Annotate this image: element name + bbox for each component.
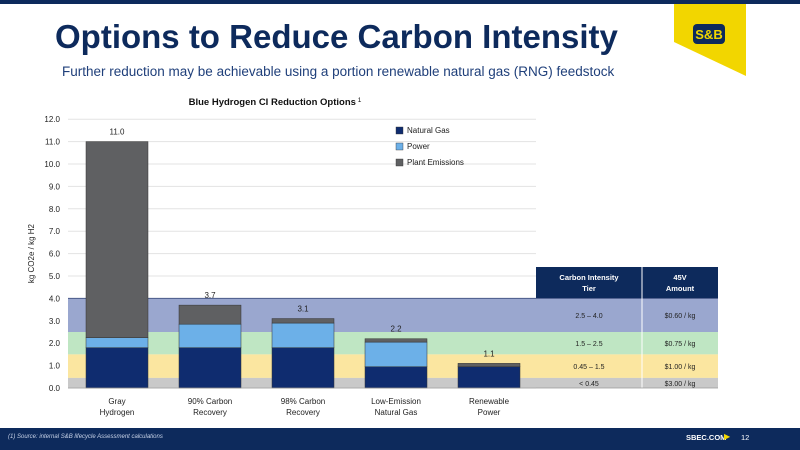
y-tick-label: 3.0	[49, 317, 61, 326]
footer-url[interactable]: SBEC.COM	[686, 433, 727, 442]
y-tick-label: 8.0	[49, 205, 61, 214]
y-tick-label: 9.0	[49, 182, 61, 191]
x-category-label: Gray	[108, 397, 125, 406]
legend-swatch	[395, 126, 404, 135]
x-category-label: Recovery	[193, 408, 227, 417]
y-tick-label: 10.0	[44, 160, 60, 169]
logo-text: S&B	[695, 27, 722, 42]
legend-label: Plant Emissions	[407, 158, 464, 167]
y-axis-label: kg CO2e / kg H2	[27, 223, 36, 283]
x-category-label: 98% Carbon	[281, 397, 325, 406]
x-category-label: Natural Gas	[375, 408, 418, 417]
company-logo: S&B	[674, 4, 746, 76]
tier-header-label: Amount	[666, 284, 695, 293]
tier-amount: $0.75 / kg	[665, 341, 696, 348]
x-category-label: Renewable	[469, 397, 510, 406]
footer-bar: (1) Source: internal S&B lifecycle Asses…	[0, 428, 800, 450]
bar-5-plant-emissions	[457, 363, 521, 367]
y-tick-label: 0.0	[49, 384, 61, 393]
bar-4-plant-emissions	[364, 338, 428, 343]
tier-amount: $0.60 / kg	[665, 313, 696, 320]
tier-range: < 0.45	[579, 381, 599, 388]
bar-2-natural-gas	[178, 347, 242, 389]
y-tick-label: 6.0	[49, 250, 61, 259]
tier-table-header	[536, 267, 718, 298]
tier-range: 2.5 – 4.0	[575, 313, 602, 320]
bar-1-plant-emissions	[85, 141, 149, 338]
slide-subtitle: Further reduction may be achievable usin…	[62, 64, 615, 79]
page-number: 12	[741, 433, 750, 442]
x-category-label: Hydrogen	[100, 408, 135, 417]
x-category-label: Low-Emission	[371, 397, 421, 406]
bar-2-power	[178, 323, 242, 348]
bar-3-natural-gas	[271, 347, 335, 389]
bar-1-power	[85, 337, 149, 348]
tier-amount: $3.00 / kg	[665, 381, 696, 388]
legend-swatch	[395, 158, 404, 167]
tier-band-1	[68, 298, 718, 332]
top-accent-bar	[0, 0, 800, 4]
slide-title: Options to Reduce Carbon Intensity	[55, 18, 618, 55]
chart-title: Blue Hydrogen CI Reduction Options 1	[189, 97, 362, 108]
y-tick-label: 7.0	[49, 227, 61, 236]
y-tick-label: 5.0	[49, 272, 61, 281]
bar-4-power	[364, 341, 428, 367]
bar-2-plant-emissions	[178, 304, 242, 325]
bar-total-label: 2.2	[390, 325, 402, 334]
tier-header-label: 45V	[673, 273, 686, 282]
arrow-right-icon: ▶	[724, 432, 731, 441]
y-tick-label: 1.0	[49, 362, 61, 371]
tier-header-label: Tier	[582, 284, 596, 293]
legend-label: Natural Gas	[407, 126, 450, 135]
bar-total-label: 11.0	[110, 128, 126, 137]
y-tick-label: 12.0	[44, 115, 60, 124]
tier-header-label: Carbon Intensity	[559, 273, 619, 282]
tier-amount: $1.00 / kg	[665, 364, 696, 371]
bar-5-natural-gas	[457, 366, 521, 389]
y-tick-label: 4.0	[49, 294, 61, 303]
x-category-label: Recovery	[286, 408, 320, 417]
carbon-intensity-chart: 0.0 1.0 2.0 3.0 4.0 5.0 6.0 7.0 8.0 9.0 10.0 11.0 12…	[27, 97, 718, 417]
bar-total-label: 3.1	[297, 305, 309, 314]
bar-1-natural-gas	[85, 347, 149, 389]
y-tick-label: 2.0	[49, 339, 61, 348]
legend-swatch	[395, 142, 404, 151]
bar-4-natural-gas	[364, 366, 428, 389]
x-category-label: 90% Carbon	[188, 397, 232, 406]
x-category-label: Power	[478, 408, 501, 417]
legend-label: Power	[407, 142, 430, 151]
bar-total-label: 1.1	[483, 349, 495, 358]
bar-total-label: 3.7	[204, 291, 216, 300]
bar-3-plant-emissions	[271, 318, 335, 324]
tier-range: 0.45 – 1.5	[573, 364, 604, 371]
y-tick-label: 11.0	[45, 138, 61, 147]
bar-3-power	[271, 322, 335, 348]
footnote: (1) Source: internal S&B lifecycle Asses…	[8, 434, 163, 440]
tier-range: 1.5 – 2.5	[575, 341, 602, 348]
